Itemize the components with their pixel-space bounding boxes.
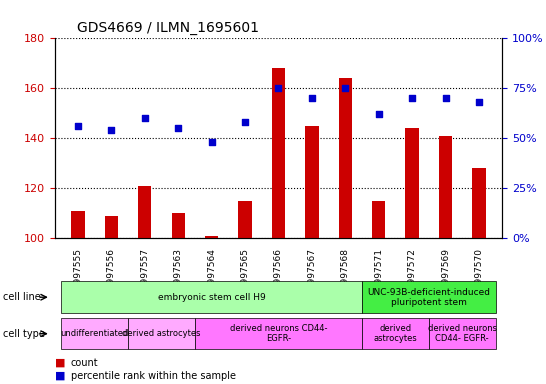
- Text: percentile rank within the sample: percentile rank within the sample: [71, 371, 236, 381]
- Bar: [372, 200, 385, 238]
- Point: [207, 139, 216, 145]
- Point: [274, 85, 283, 91]
- Text: embryonic stem cell H9: embryonic stem cell H9: [158, 293, 265, 302]
- Point: [174, 125, 182, 131]
- Text: derived neurons CD44-
EGFR-: derived neurons CD44- EGFR-: [230, 324, 327, 343]
- Bar: [239, 200, 252, 238]
- Point: [375, 111, 383, 118]
- Text: GDS4669 / ILMN_1695601: GDS4669 / ILMN_1695601: [77, 21, 259, 35]
- Point: [241, 119, 250, 125]
- Point: [307, 95, 316, 101]
- Text: cell type: cell type: [3, 329, 45, 339]
- Text: derived astrocytes: derived astrocytes: [122, 329, 201, 338]
- Text: undifferentiated: undifferentiated: [61, 329, 129, 338]
- Bar: [138, 185, 151, 238]
- Point: [474, 99, 483, 105]
- Text: derived neurons
CD44- EGFR-: derived neurons CD44- EGFR-: [428, 324, 497, 343]
- Point: [107, 127, 116, 133]
- Point: [441, 95, 450, 101]
- Text: cell line: cell line: [3, 292, 40, 302]
- Bar: [171, 213, 185, 238]
- Text: ■: ■: [55, 358, 65, 368]
- Text: count: count: [71, 358, 99, 368]
- Text: ■: ■: [55, 371, 65, 381]
- Bar: [472, 168, 485, 238]
- Bar: [105, 215, 118, 238]
- Bar: [439, 136, 452, 238]
- Text: derived
astrocytes: derived astrocytes: [373, 324, 417, 343]
- Point: [341, 85, 349, 91]
- Bar: [205, 235, 218, 238]
- Point: [408, 95, 417, 101]
- Point: [74, 123, 82, 129]
- Text: UNC-93B-deficient-induced
pluripotent stem: UNC-93B-deficient-induced pluripotent st…: [367, 288, 490, 307]
- Bar: [305, 126, 318, 238]
- Bar: [72, 210, 85, 238]
- Bar: [272, 68, 285, 238]
- Bar: [406, 128, 419, 238]
- Point: [140, 115, 149, 121]
- Bar: [339, 78, 352, 238]
